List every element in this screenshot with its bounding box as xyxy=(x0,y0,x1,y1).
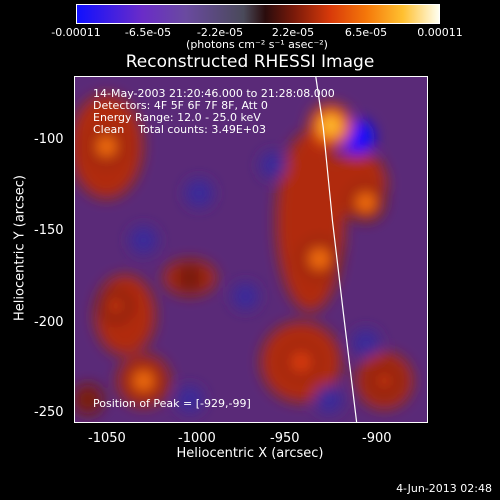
colorbar-tick: 2.2e-05 xyxy=(271,26,315,39)
y-axis-label: Heliocentric Y (arcsec) xyxy=(12,175,28,321)
heatmap-dark-source xyxy=(351,328,381,358)
peak-position-label: Position of Peak = [-929,-99] xyxy=(93,397,251,410)
heatmap-bright-source xyxy=(320,115,341,136)
colorbar-tick: 0.00011 xyxy=(417,26,463,39)
info-line-3: Energy Range: 12.0 - 25.0 keV xyxy=(93,111,261,124)
heatmap-bright-source xyxy=(182,270,197,285)
x-tick-label: -1000 xyxy=(178,431,216,446)
solar-limb-curve xyxy=(315,77,358,422)
y-tick-label: -100 xyxy=(34,132,64,147)
colorbar-tick: -2.2e-05 xyxy=(196,26,244,39)
colorbar xyxy=(76,4,440,24)
x-tick-label: -900 xyxy=(362,431,392,446)
info-line-4: Clean Total counts: 3.49E+03 xyxy=(93,123,267,136)
heatmap-bright-source xyxy=(135,372,152,390)
y-tick-label: -250 xyxy=(34,405,64,420)
info-line-1: 14-May-2003 21:20:46.000 to 21:28:08.000 xyxy=(93,87,335,100)
colorbar-tick: 6.5e-05 xyxy=(344,26,388,39)
colorbar-tick: -6.5e-05 xyxy=(124,26,172,39)
heatmap-bright-source xyxy=(293,354,309,370)
heatmap-dark-source xyxy=(259,151,287,179)
heatmap-dark-source xyxy=(231,282,260,311)
x-axis-label: Heliocentric X (arcsec) xyxy=(176,446,324,461)
heatmap-warm-region xyxy=(276,131,345,312)
heatmap-bright-source xyxy=(98,137,115,155)
heatmap-dark-source xyxy=(314,385,344,414)
heatmap-bright-source xyxy=(81,392,95,407)
heatmap-dark-source xyxy=(184,178,214,208)
heatmap-dark-source xyxy=(176,385,204,414)
info-line-2: Detectors: 4F 5F 6F 7F 8F, Att 0 xyxy=(93,99,268,112)
heatmap-dark-source xyxy=(129,225,158,255)
x-tick-label: -1050 xyxy=(88,431,126,446)
y-tick-label: -200 xyxy=(34,315,64,330)
timestamp-footer: 4-Jun-2013 02:48 xyxy=(396,482,492,495)
colorbar-tick: -0.00011 xyxy=(51,26,101,39)
heatmap-bright-source xyxy=(376,373,392,389)
colorbar-unit: (photons cm⁻² s⁻¹ asec⁻²) xyxy=(186,38,328,51)
x-tick-label: -950 xyxy=(270,431,300,446)
y-tick-label: -150 xyxy=(34,223,64,238)
heatmap-image xyxy=(75,77,427,422)
chart-title: Reconstructed RHESSI Image xyxy=(125,52,375,72)
heatmap-blobs xyxy=(75,94,413,415)
heatmap-bright-source xyxy=(108,298,124,314)
plot-area: 14-May-2003 21:20:46.000 to 21:28:08.000… xyxy=(74,76,428,423)
heatmap-bright-source xyxy=(357,194,375,212)
heatmap-bright-source xyxy=(310,249,329,268)
